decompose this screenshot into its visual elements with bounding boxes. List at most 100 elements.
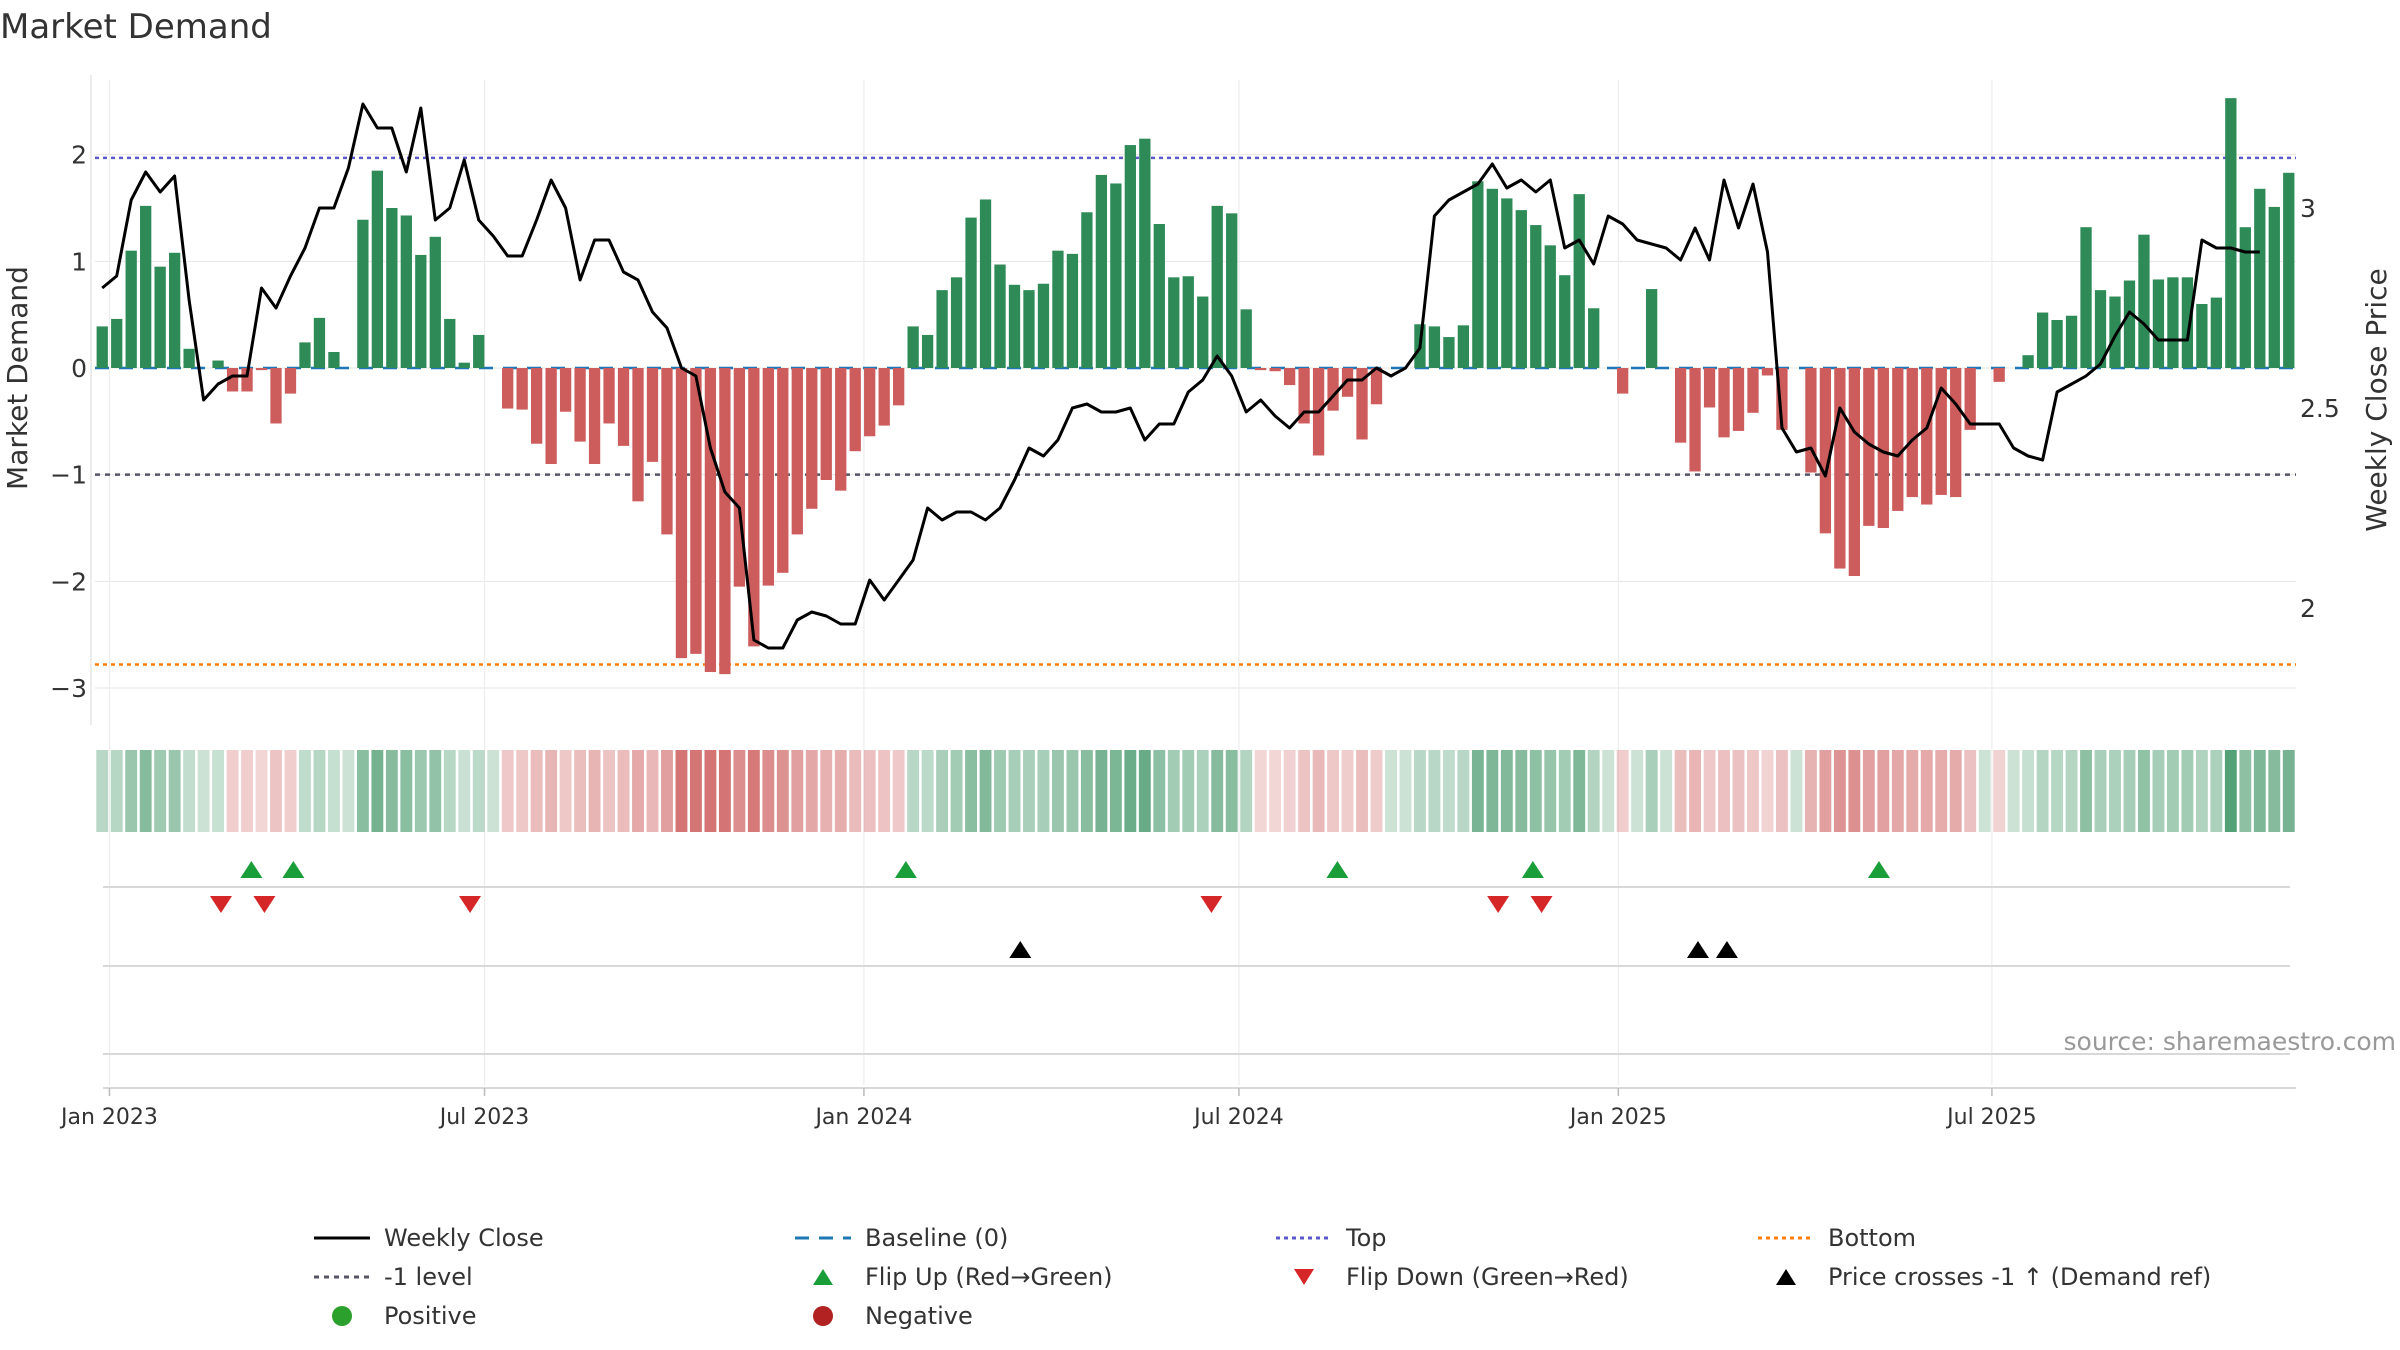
heat-cell [1385, 750, 1397, 832]
heat-cell [1240, 750, 1253, 832]
heat-cell [2138, 750, 2150, 832]
heat-cell [443, 750, 456, 832]
flip-up-marker [1867, 861, 1890, 878]
heat-cell [545, 750, 558, 832]
price-cross-marker [1715, 941, 1738, 958]
weekly-close-polyline [101, 102, 2260, 650]
heat-cell [820, 750, 833, 832]
demand-bar-positive [299, 342, 311, 368]
demand-bar-negative [1935, 368, 1947, 495]
heat-cell [1182, 750, 1195, 832]
heat-cell [1732, 750, 1745, 832]
demand-bar-positive [2094, 290, 2107, 368]
y-tick-label: 0 [71, 354, 87, 383]
demand-bar-positive [168, 252, 181, 368]
demand-bar-positive [1645, 289, 1658, 368]
heat-cell [342, 750, 355, 832]
heat-cell [1109, 750, 1122, 832]
heat-cell [1428, 750, 1441, 832]
y-tick-label: −2 [50, 567, 87, 596]
demand-bar-negative [864, 368, 876, 437]
demand-bar-positive [1066, 253, 1079, 368]
demand-bar-negative [1950, 368, 1962, 498]
demand-bar-negative [878, 368, 890, 426]
demand-bar-negative [270, 368, 282, 424]
heat-cell [2036, 750, 2049, 832]
demand-bar-negative [1356, 368, 1368, 440]
heat-cell [154, 750, 167, 832]
heat-cell [1616, 750, 1629, 832]
demand-bar-positive [979, 199, 992, 368]
heat-cell [1037, 750, 1050, 832]
heat-cell [1167, 750, 1180, 832]
demand-bar-negative [1341, 368, 1354, 397]
flip-down-marker [459, 896, 482, 913]
heat-cell [1862, 750, 1875, 832]
demand-bar-negative [1892, 368, 1904, 511]
heat-cell [168, 750, 181, 832]
demand-bar-positive [154, 266, 166, 368]
demand-bar-negative [632, 368, 644, 502]
demand-bar-positive [2036, 312, 2049, 368]
heat-cell [1877, 750, 1890, 832]
heat-cell [1254, 750, 1267, 832]
demand-bar-positive [96, 326, 108, 368]
heat-cell [1978, 750, 1991, 832]
demand-bar-positive [1573, 194, 1585, 368]
heat-cell [1819, 750, 1832, 832]
heat-cell [1124, 750, 1137, 832]
heat-cell [733, 750, 746, 832]
heat-cell [2065, 750, 2078, 832]
heat-cell [2181, 750, 2194, 832]
heat-cell [139, 750, 152, 832]
heat-cell [892, 750, 905, 832]
heat-cell [327, 750, 340, 832]
heat-cell [516, 750, 529, 832]
demand-bar-positive [328, 352, 340, 368]
demand-bar-negative [574, 368, 586, 442]
demand-bar-positive [1428, 326, 1441, 368]
heat-cell [1558, 750, 1571, 832]
demand-bar-negative [835, 368, 847, 491]
demand-bar-positive [2065, 315, 2078, 368]
demand-bar-positive [1052, 250, 1064, 368]
demand-bar-negative [1255, 368, 1267, 371]
demand-bar-negative [1906, 368, 1918, 498]
demand-bar-negative [733, 368, 746, 587]
heat-cell [2022, 750, 2035, 832]
y2-tick-label: 2.5 [2300, 394, 2340, 423]
heat-cell [1645, 750, 1658, 832]
heat-cell [1442, 750, 1455, 832]
heat-cell [1008, 750, 1021, 832]
heat-cell [2239, 750, 2252, 832]
demand-bar-negative [1689, 368, 1701, 472]
demand-bar-positive [1197, 296, 1209, 368]
demand-bar-positive [313, 317, 326, 368]
heat-cell [1138, 750, 1151, 832]
demand-bar-negative [1805, 368, 1817, 473]
demand-bar-negative [1848, 368, 1860, 576]
heat-cell [96, 750, 109, 832]
heat-cell [371, 750, 384, 832]
heat-cell [1225, 750, 1238, 832]
demand-bar-positive [921, 334, 934, 368]
heat-cell [212, 750, 225, 832]
demand-bar-positive [1037, 283, 1050, 368]
heat-cell [1703, 750, 1716, 832]
demand-bar-positive [1486, 188, 1498, 368]
demand-bar-negative [690, 368, 702, 654]
heat-cell [776, 750, 789, 832]
heat-cell [661, 750, 673, 832]
y-tick-label: −1 [50, 461, 87, 490]
y2-axis-label: Weekly Close Price [2360, 268, 2393, 531]
demand-bar-positive [473, 334, 485, 368]
demand-bar-positive [950, 277, 963, 368]
heat-cell [472, 750, 485, 832]
heat-cell [1327, 750, 1339, 832]
heat-cell [299, 750, 311, 832]
demand-bar-positive [386, 208, 398, 368]
demand-bar-negative [1993, 368, 2005, 382]
demand-bar-positive [125, 250, 137, 368]
demand-bar-positive [1544, 245, 1556, 368]
